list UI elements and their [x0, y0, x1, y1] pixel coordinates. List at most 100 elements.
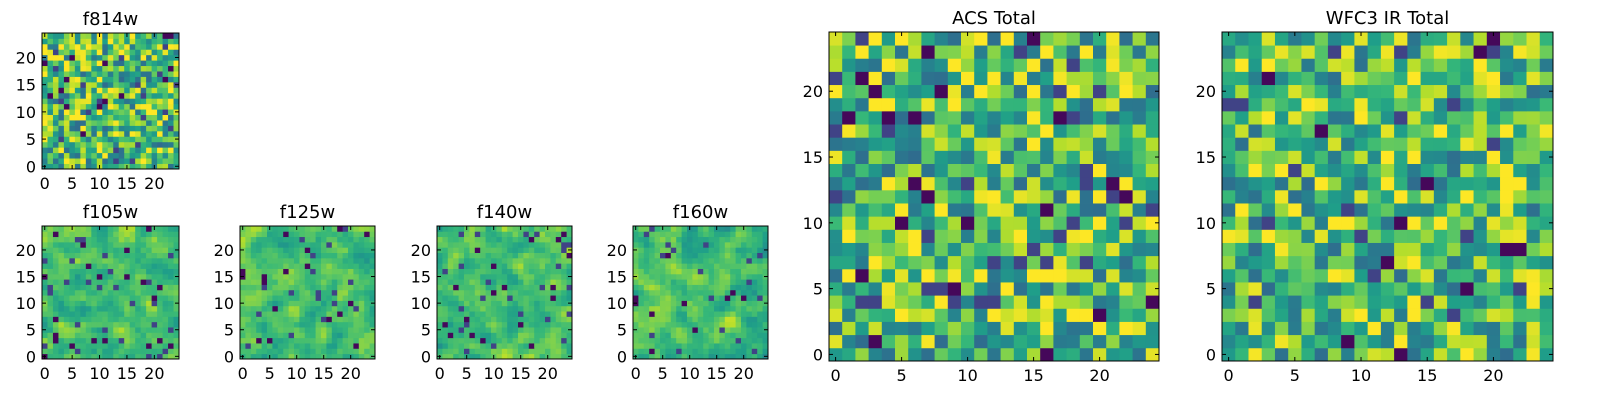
heatmap-cell [288, 252, 295, 259]
x-tick-label: 20 [144, 174, 164, 193]
heatmap-cell [1274, 176, 1289, 191]
heatmap-cell [751, 236, 758, 243]
heatmap-cell [91, 54, 98, 61]
heatmap-cell [697, 263, 704, 269]
heatmap-cell [85, 49, 92, 56]
heatmap-cell [42, 147, 48, 154]
heatmap-cell [113, 231, 120, 238]
heatmap-cell [512, 252, 519, 259]
heatmap-cell [1000, 58, 1015, 72]
heatmap-cell [157, 158, 163, 164]
heatmap-cell [245, 316, 252, 323]
heatmap-cell [277, 226, 284, 232]
heatmap-cell [474, 247, 481, 253]
heatmap-cell [337, 252, 343, 259]
heatmap-cell [453, 295, 459, 301]
heatmap-cell [665, 247, 672, 253]
heatmap-cell [1314, 150, 1329, 164]
heatmap-cell [1513, 45, 1527, 59]
heatmap-cell [545, 257, 551, 264]
heatmap-cell [555, 348, 562, 355]
heatmap-cell [113, 273, 120, 280]
heatmap-cell [730, 321, 736, 328]
heatmap-cell [85, 305, 92, 312]
heatmap-cell [288, 247, 295, 253]
heatmap-cell [69, 109, 76, 115]
heatmap-cell [69, 241, 76, 248]
heatmap-cell [1539, 334, 1554, 349]
heatmap-cell [512, 257, 519, 264]
heatmap-cell [162, 263, 169, 269]
heatmap-cell [485, 305, 492, 312]
heatmap-cell [47, 87, 54, 94]
heatmap-cell [703, 353, 709, 360]
heatmap-cell [107, 295, 114, 301]
heatmap-cell [337, 348, 343, 355]
heatmap-cell [326, 321, 333, 328]
heatmap-cell [757, 279, 763, 285]
heatmap-cell [1119, 84, 1133, 99]
heatmap-cell [746, 284, 753, 291]
y-tick-label: 15 [16, 268, 36, 287]
heatmap-cell [151, 120, 158, 126]
heatmap-cell [162, 71, 169, 77]
heatmap-cell [129, 300, 136, 307]
heatmap-cell [1027, 242, 1041, 257]
heatmap-cell [491, 236, 497, 243]
heatmap-cell [168, 316, 174, 323]
heatmap-cell [1027, 308, 1041, 322]
heatmap-cell [829, 282, 843, 296]
heatmap-cell [107, 353, 114, 360]
heatmap-cell [921, 268, 935, 283]
heatmap-cell [496, 236, 503, 243]
heatmap-cell [528, 305, 535, 312]
heatmap-cell [735, 252, 742, 259]
heatmap-cell [692, 273, 699, 280]
heatmap-cell [751, 348, 758, 355]
heatmap-cell [1106, 45, 1120, 59]
heatmap-cell [1420, 45, 1435, 59]
heatmap-cell [299, 263, 306, 269]
heatmap-cell [697, 311, 704, 317]
heatmap-cell [80, 141, 87, 148]
heatmap-cell [458, 295, 465, 301]
heatmap-cell [528, 353, 535, 360]
heatmap-cell [337, 316, 343, 323]
heatmap-cell [961, 268, 975, 283]
heatmap-cell [934, 216, 949, 230]
heatmap-cell [934, 84, 949, 99]
heatmap-cell [162, 247, 169, 253]
heatmap-cell [102, 141, 109, 148]
heatmap-cell [1288, 71, 1302, 86]
heatmap-cell [1040, 189, 1054, 204]
heatmap-cell [1066, 163, 1081, 178]
heatmap-cell [1447, 97, 1461, 112]
heatmap-cell [987, 110, 1001, 125]
heatmap-cell [855, 268, 869, 283]
heatmap-cell [337, 231, 343, 238]
heatmap-cell [42, 305, 48, 312]
heatmap-cell [528, 295, 535, 301]
heatmap-cell [135, 120, 142, 126]
heatmap-cell [140, 305, 147, 312]
heatmap-cell [1222, 203, 1236, 217]
heatmap-cell [58, 130, 65, 137]
heatmap-cell [555, 305, 562, 312]
axes-frame [632, 225, 769, 360]
heatmap-cell [1526, 189, 1541, 204]
heatmap-cell [534, 343, 540, 349]
heatmap-cell [1274, 32, 1289, 46]
heatmap-cell [1301, 255, 1316, 270]
heatmap-cell [1327, 334, 1342, 349]
heatmap-cell [288, 295, 295, 301]
heatmap-cell [102, 43, 109, 50]
heatmap-cell [96, 273, 103, 280]
heatmap-cell [250, 231, 257, 238]
heatmap-cell [245, 332, 252, 339]
heatmap-cell [1079, 124, 1094, 138]
heatmap-cell [1288, 32, 1302, 46]
heatmap-cell [42, 76, 48, 83]
heatmap-cell [507, 327, 513, 333]
heatmap-cell [102, 98, 109, 105]
